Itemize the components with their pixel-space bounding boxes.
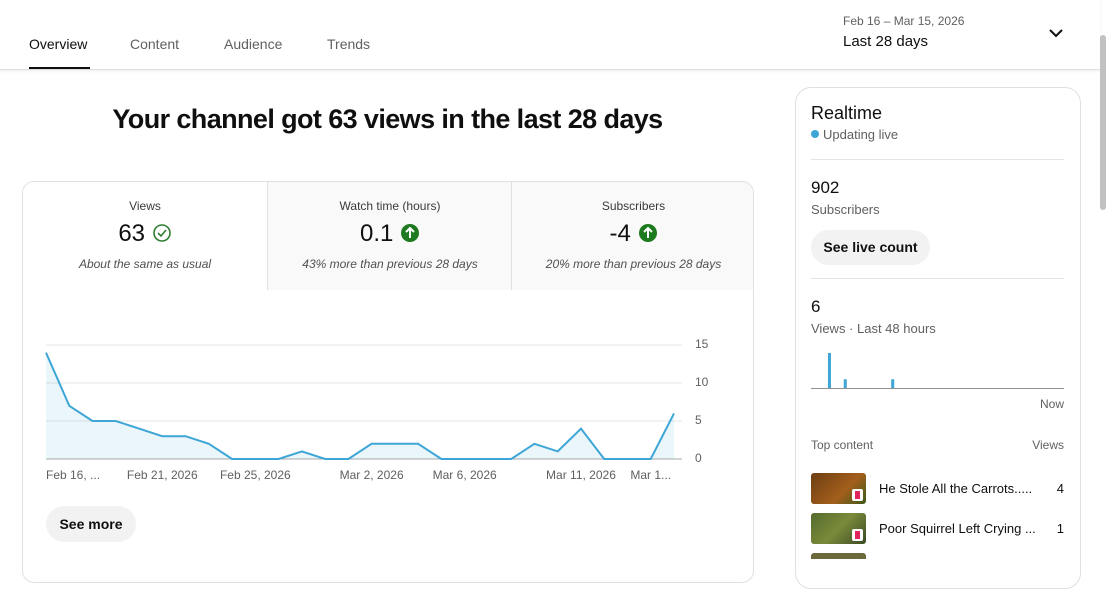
line (45, 352, 675, 460)
x-tick-label: Mar 1... (630, 468, 671, 482)
dropdown-chevron[interactable] (1047, 27, 1065, 41)
metric-number: 0.1 (359, 220, 394, 247)
content-title[interactable]: Poor Squirrel Left Crying ... (879, 521, 1036, 536)
up-icon (638, 224, 657, 242)
x-tick-label: Mar 6, 2026 (433, 468, 497, 482)
metric-value: 63 (23, 220, 267, 248)
tab[interactable]: Content (130, 36, 180, 52)
content-title[interactable]: He Stole All the Carrots..... (879, 481, 1033, 496)
metric-label: Watch time (hours) (339, 199, 441, 213)
bar (827, 353, 831, 388)
content-views: 4 (1056, 481, 1064, 496)
metric-label: Subscribers (601, 199, 666, 213)
metric-value: 0.1 (268, 220, 512, 248)
views-header: Views (1032, 438, 1064, 452)
headline: Your channel got 63 views in the last 28… (112, 104, 663, 134)
area (46, 352, 674, 459)
x-tick-label: Feb 16, ... (46, 468, 100, 482)
subscriber-count: 902 (811, 178, 840, 197)
x-tick-label: Mar 11, 2026 (546, 468, 616, 482)
y-tick-label: 15 (695, 337, 709, 351)
live-status: Updating live (823, 127, 899, 142)
metric-number: -4 (609, 220, 631, 247)
metric-label: Views (129, 199, 161, 213)
thumbnail[interactable] (811, 553, 866, 559)
thumbnail[interactable] (811, 513, 866, 544)
metric-tab[interactable]: Watch time (hours) 0.1 43% more than pre… (267, 182, 512, 290)
up-icon (401, 224, 420, 242)
x-tick-label: Feb 25, 2026 (220, 468, 291, 482)
y-tick-label: 10 (695, 375, 709, 389)
metric-number: 63 (118, 220, 146, 247)
tab-underline (29, 67, 90, 69)
y-tick-label: 5 (695, 413, 702, 427)
tab[interactable]: Audience (224, 36, 283, 52)
live-count-button[interactable]: See live count (811, 230, 930, 265)
bar (843, 379, 847, 388)
x-tick-label: Now (1040, 397, 1064, 411)
tab[interactable]: Overview (29, 36, 88, 52)
divider (811, 278, 1064, 279)
metric-note: 43% more than previous 28 days (302, 257, 478, 271)
metric-tab[interactable]: Views 63 About the same as usual (23, 182, 267, 290)
top-bar (0, 0, 1100, 70)
bar (891, 379, 895, 388)
thumbnail[interactable] (811, 473, 866, 504)
live-dot (811, 130, 819, 138)
divider (811, 159, 1064, 160)
top-content-header: Top content (811, 438, 874, 452)
realtime-chart: Now (811, 353, 1064, 411)
metrics-card: Views 63 About the same as usual Watch t… (22, 181, 754, 583)
metric-note: 20% more than previous 28 days (545, 257, 722, 271)
content-views: 1 (1056, 521, 1064, 536)
y-tick-label: 0 (695, 451, 702, 465)
status-icon (152, 224, 171, 242)
realtime-title: Realtime (811, 103, 883, 123)
views-chart: 0 5 10 15 Feb 16, ... Feb 21, 2026 Feb 25, 202… (45, 337, 709, 482)
metric-tab[interactable]: Subscribers -4 20% more than previous 28… (511, 182, 753, 290)
tab[interactable]: Trends (327, 36, 371, 52)
metric-note: About the same as usual (78, 257, 212, 271)
views-label: Views · Last 48 hours (811, 321, 936, 336)
x-tick-label: Mar 2, 2026 (340, 468, 404, 482)
date-range[interactable]: Feb 16 – Mar 15, 2026 (843, 14, 965, 28)
date-period[interactable]: Last 28 days (843, 33, 929, 50)
scrollbar-thumb (1100, 35, 1106, 210)
realtime-views: 6 (811, 297, 821, 316)
x-tick-label: Feb 21, 2026 (127, 468, 198, 482)
see-more-button[interactable]: See more (46, 506, 136, 542)
metric-value: -4 (512, 220, 753, 248)
subscriber-label: Subscribers (811, 202, 880, 217)
